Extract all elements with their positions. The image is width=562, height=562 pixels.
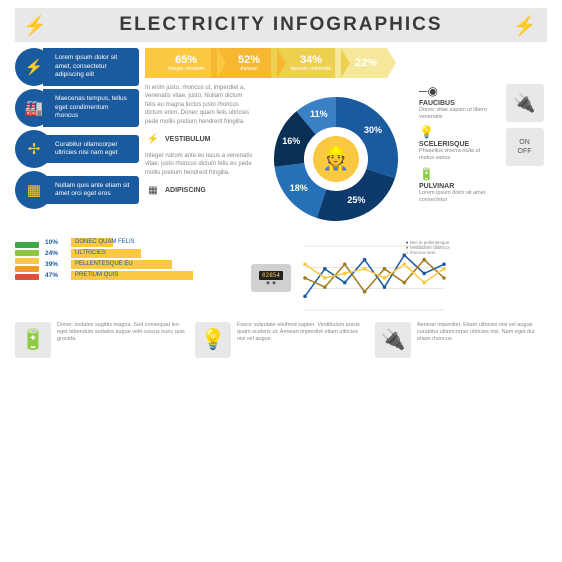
source-item: ▦ Nullam quis ante etiam sit amet orci e…	[15, 171, 139, 209]
battery-segment	[15, 258, 39, 264]
arrow-pct: 34%	[300, 54, 322, 66]
top-row: ⚡ Lorem ipsum dolor sit amet, consectetu…	[15, 48, 547, 234]
right-item-icon: 🔋	[419, 167, 494, 181]
source-icon: ✢	[15, 130, 53, 168]
hbar-pct: 47%	[45, 272, 67, 279]
meter-icon: 02854 ◉ ◉	[251, 264, 291, 292]
battery-segment	[15, 266, 39, 272]
bottom-icon: 🔋	[15, 322, 51, 358]
infographic-page: ELECTRICITY INFOGRAPHICS ⚡ Lorem ipsum d…	[0, 0, 562, 562]
bottom-text: Aenean imperdiet. Etiam ultricies nisi v…	[417, 322, 547, 343]
bottom-icon: 🔌	[375, 322, 411, 358]
plug-icon: 🔌	[506, 84, 544, 122]
right-item-icon: ─◉	[419, 84, 494, 98]
side-icons: 🔌 ONOFF	[502, 84, 547, 234]
right-item-title: PULVINAR	[419, 183, 494, 190]
hbar-pct: 39%	[45, 261, 67, 268]
meter-wrap: 02854 ◉ ◉	[251, 238, 291, 318]
hbar-track: DONEC QUAM FELIS	[71, 238, 245, 247]
bottom-box: 💡 Fusce vulputate eleifend sapien. Vesti…	[195, 322, 367, 358]
arrow-label: Integer tincidunt	[168, 66, 204, 72]
donut-label: 16%	[282, 136, 300, 146]
hbar-track: PELLENTESQUE EU	[71, 260, 245, 269]
right-item-title: SCELERISQUE	[419, 141, 494, 148]
source-item: 🏭 Maecenas tempus, tellus eget condiment…	[15, 89, 139, 127]
line-chart: ● Nec in pellentesque● Vestibulum ullamc…	[297, 238, 452, 318]
right-item-title: FAUCIBUS	[419, 100, 494, 107]
mid-text-col: In enim justo, rhoncus ut, imperdiet a, …	[145, 84, 253, 234]
hbar-track: ULTRICIES	[71, 249, 245, 258]
donut-label: 30%	[364, 125, 382, 135]
source-item: ✢ Curabitur ullamcorper ultricies nisi n…	[15, 130, 139, 168]
donut-label: 11%	[310, 109, 328, 119]
right-item: 💡 SCELERISQUE Phasellus viverra nulla ut…	[419, 125, 494, 162]
source-item: ⚡ Lorem ipsum dolor sit amet, consectetu…	[15, 48, 139, 86]
spark-icon: ⚡	[145, 132, 161, 148]
hbar-chart: 10% DONEC QUAM FELIS 24% ULTRICIES 39% P…	[45, 238, 245, 318]
right-item: ─◉ FAUCIBUS Donec vitae sapien ut libero…	[419, 84, 494, 121]
switch-icon: ONOFF	[506, 128, 544, 166]
right-item-desc: Phasellus viverra nulla ut metus varius	[419, 148, 494, 162]
hbar-row: 39% PELLENTESQUE EU	[45, 260, 245, 269]
hbar-row: 10% DONEC QUAM FELIS	[45, 238, 245, 247]
bottom-row: 🔋 Donec sodales sagittis magna. Sed cons…	[15, 322, 547, 358]
arrow-pct: 22%	[355, 57, 377, 69]
source-text: Maecenas tempus, tellus eget condimentum…	[43, 89, 139, 126]
battery-segment	[15, 242, 39, 248]
panel-icon: ▦	[145, 183, 161, 199]
right-item: 🔋 PULVINAR Lorem ipsum dolor sit amet co…	[419, 167, 494, 204]
callout-vestibulum: ⚡VESTIBULUM	[145, 132, 253, 148]
right-item-desc: Donec vitae sapien ut libero venenatis	[419, 107, 494, 121]
meter-display: 02854	[259, 271, 283, 280]
bottom-icon: 💡	[195, 322, 231, 358]
sources-column: ⚡ Lorem ipsum dolor sit amet, consectetu…	[15, 48, 139, 234]
arrow-pct: 65%	[175, 54, 197, 66]
chart-legend: ● Nec in pellentesque● Vestibulum ullamc…	[406, 240, 450, 255]
source-icon: ⚡	[15, 48, 53, 86]
source-icon: ▦	[15, 171, 53, 209]
source-text: Nullam quis ante etiam sit amet orci ege…	[43, 176, 139, 205]
hbar-row: 47% PRETIUM QUIS	[45, 271, 245, 280]
donut-chart: 👷 30% 25% 18% 16% 11%	[261, 84, 411, 234]
hbar-track: PRETIUM QUIS	[71, 271, 245, 280]
bars-section: 10% DONEC QUAM FELIS 24% ULTRICIES 39% P…	[15, 238, 547, 318]
mid-section: In enim justo, rhoncus ut, imperdiet a, …	[145, 84, 547, 234]
hbar-label: ULTRICIES	[75, 250, 106, 256]
source-text: Curabitur ullamcorper ultricies nisi nam…	[43, 135, 139, 164]
mid-para-2: Integer rutrum ante eu lacus a venenatis…	[145, 152, 253, 177]
source-icon: 🏭	[15, 89, 53, 127]
hbar-row: 24% ULTRICIES	[45, 249, 245, 258]
battery-segment	[15, 274, 39, 280]
bottom-box: 🔌 Aenean imperdiet. Etiam ultricies nisi…	[375, 322, 547, 358]
arrow-label: Aenean	[240, 66, 257, 72]
right-item-desc: Lorem ipsum dolor sit amet consectetur	[419, 190, 494, 204]
right-item-icon: 💡	[419, 125, 494, 139]
page-title: ELECTRICITY INFOGRAPHICS	[15, 8, 547, 42]
right-callouts: ─◉ FAUCIBUS Donec vitae sapien ut libero…	[419, 84, 494, 234]
battery-segment	[15, 250, 39, 256]
bottom-text: Donec sodales sagittis magna. Sed conseq…	[57, 322, 187, 343]
arrow-bar: .arr:nth-child(1)::after{border-left-col…	[145, 48, 547, 78]
hbar-pct: 10%	[45, 239, 67, 246]
source-text: Lorem ipsum dolor sit amet, consectetur …	[43, 48, 139, 85]
donut-label: 25%	[347, 195, 365, 205]
hbar-label: PELLENTESQUE EU	[75, 261, 133, 267]
callout-adipiscing: ▦ADIPISCING	[145, 183, 253, 199]
donut-center-icon: 👷	[313, 136, 359, 182]
hbar-label: PRETIUM QUIS	[75, 272, 118, 278]
bottom-box: 🔋 Donec sodales sagittis magna. Sed cons…	[15, 322, 187, 358]
arrow-label: Aenean commodo	[291, 66, 332, 72]
right-top: .arr:nth-child(1)::after{border-left-col…	[145, 48, 547, 234]
battery-icon	[15, 238, 39, 318]
bottom-text: Fusce vulputate eleifend sapien. Vestibu…	[237, 322, 367, 343]
mid-para-1: In enim justo, rhoncus ut, imperdiet a, …	[145, 84, 253, 126]
arrow-pct: 52%	[238, 54, 260, 66]
hbar-label: DONEC QUAM FELIS	[75, 239, 135, 245]
donut-label: 18%	[290, 183, 308, 193]
hbar-pct: 24%	[45, 250, 67, 257]
arrow-segment: .arr:nth-child(1)::after{border-left-col…	[145, 48, 217, 78]
legend-item: ● rhoncus sem	[406, 250, 450, 255]
